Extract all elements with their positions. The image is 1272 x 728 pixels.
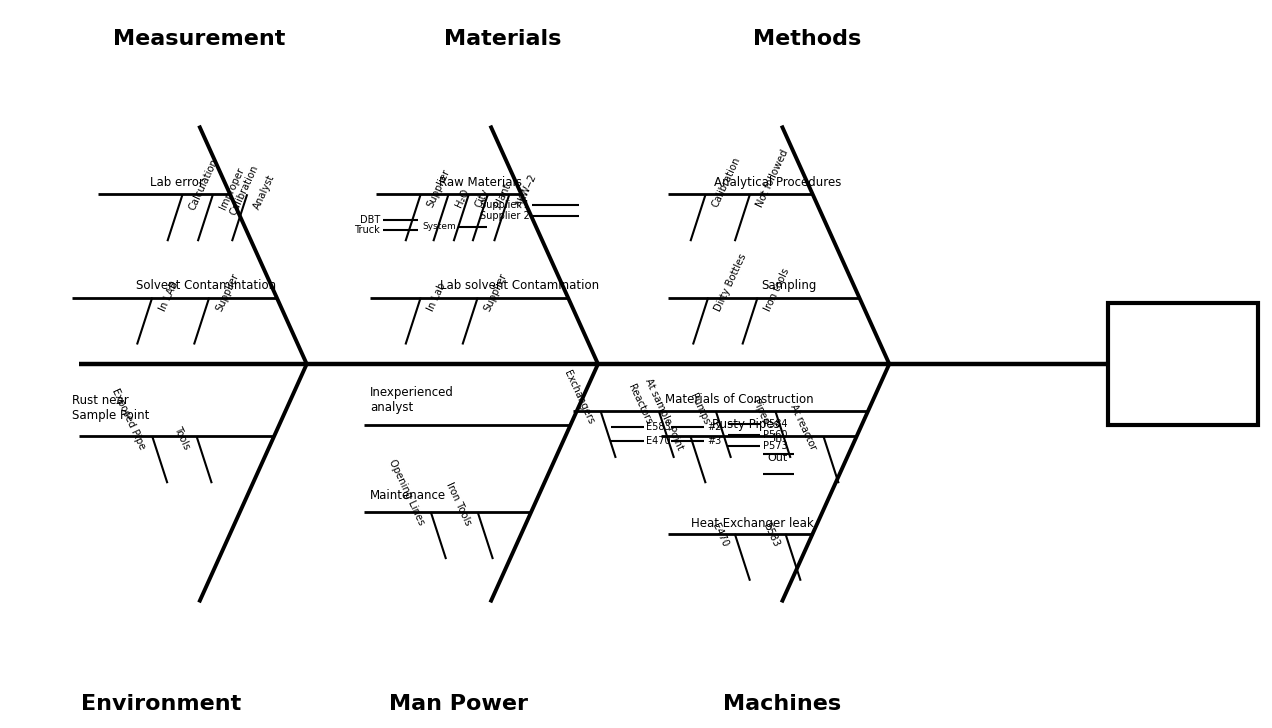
Text: Analyst: Analyst [252, 173, 277, 211]
Text: Rusty Pipes: Rusty Pipes [712, 418, 780, 431]
Text: Measurement: Measurement [113, 29, 285, 49]
Text: E470: E470 [646, 436, 670, 446]
Text: Materials: Materials [444, 29, 562, 49]
Text: H₂O: H₂O [454, 188, 471, 209]
Text: City: City [474, 187, 491, 209]
Text: Supplier: Supplier [214, 271, 240, 312]
Text: Iron Tools: Iron Tools [444, 480, 473, 527]
Text: Out: Out [768, 453, 787, 463]
Text: Lab solvent Contamination: Lab solvent Contamination [440, 280, 599, 293]
Text: #2: #2 [707, 422, 721, 432]
Text: Reactors: Reactors [626, 382, 654, 426]
Text: At sample Point: At sample Point [644, 376, 686, 451]
Text: Tools: Tools [172, 425, 192, 451]
Text: Man Power: Man Power [389, 694, 528, 713]
Text: Pipes: Pipes [750, 398, 771, 426]
Text: At reactor: At reactor [789, 403, 818, 451]
Text: Analytical Procedures: Analytical Procedures [715, 176, 842, 189]
Text: In Lab: In Lab [426, 281, 448, 312]
Text: Plant: Plant [492, 182, 513, 209]
Text: Supplier 2: Supplier 2 [480, 211, 529, 221]
Text: Environment: Environment [81, 694, 242, 713]
Text: Heat Exchanger leak: Heat Exchanger leak [692, 517, 814, 530]
Text: Iron in
Product: Iron in Product [1144, 344, 1222, 384]
Text: Supplier: Supplier [483, 271, 509, 312]
Text: Maintenance: Maintenance [370, 489, 446, 502]
Text: Calculation: Calculation [188, 157, 220, 211]
Text: Lab error: Lab error [150, 176, 204, 189]
Text: E583: E583 [761, 522, 781, 549]
Text: Calibration: Calibration [711, 156, 743, 209]
Text: Dirty Bottles: Dirty Bottles [714, 252, 749, 312]
Text: Inexperienced
analyst: Inexperienced analyst [370, 386, 454, 414]
Text: Truck: Truck [355, 226, 380, 235]
Text: Methods: Methods [753, 29, 861, 49]
Text: Supplier: Supplier [426, 167, 453, 209]
Text: Iron tools: Iron tools [763, 266, 791, 312]
Text: Rust near
Sample Point: Rust near Sample Point [73, 394, 150, 422]
Text: Solvent Contamintation: Solvent Contamintation [136, 280, 276, 293]
Text: #3: #3 [707, 436, 721, 446]
Text: P573: P573 [763, 440, 787, 451]
Text: Sampling: Sampling [761, 280, 817, 293]
Text: Machines: Machines [722, 694, 841, 713]
Text: Not followed: Not followed [756, 149, 790, 209]
FancyBboxPatch shape [1108, 303, 1258, 425]
Text: P584: P584 [763, 419, 787, 429]
Text: Exchangers: Exchangers [562, 369, 595, 426]
Text: Supplier 1: Supplier 1 [480, 200, 529, 210]
Text: AKW‒2: AKW‒2 [514, 173, 538, 209]
Text: Materials of Construction: Materials of Construction [665, 393, 814, 406]
Text: E583: E583 [646, 422, 670, 432]
Text: Pumps: Pumps [688, 392, 711, 426]
Text: E470: E470 [710, 522, 730, 549]
Text: In LAB: In LAB [158, 280, 179, 312]
Text: DBT: DBT [360, 215, 380, 224]
Text: In: In [772, 433, 784, 443]
Text: Improper
Calibration: Improper Calibration [218, 158, 261, 216]
Text: P560: P560 [763, 430, 787, 440]
Text: Opening Lines: Opening Lines [387, 458, 426, 527]
Text: System: System [422, 222, 457, 232]
Text: Raw Materials: Raw Materials [439, 176, 522, 189]
Text: Exposed Pipe: Exposed Pipe [111, 387, 148, 451]
